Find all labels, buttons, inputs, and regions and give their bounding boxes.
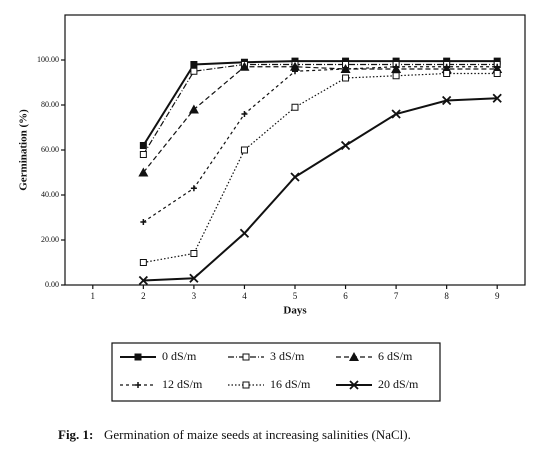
data-point [139, 142, 147, 149]
data-point [239, 228, 250, 238]
data-point [189, 273, 199, 283]
data-point [492, 93, 502, 103]
x-tick-label: 6 [343, 291, 348, 301]
data-point [190, 250, 198, 257]
plot-frame [64, 14, 526, 286]
data-point [494, 63, 501, 70]
caption-label: Fig. 1: [58, 427, 93, 442]
series-line [142, 63, 498, 155]
data-point [240, 146, 248, 154]
legend-box [111, 342, 441, 402]
series-line [143, 72, 498, 264]
data-point [443, 63, 450, 70]
data-point [140, 219, 147, 225]
data-point [290, 172, 300, 182]
y-tick-label: 40.00 [41, 190, 59, 199]
y-tick-label: 20.00 [41, 235, 59, 244]
x-tick-label: 9 [495, 291, 500, 301]
legend-label: 6 dS/m [378, 349, 413, 363]
x-tick-label: 3 [192, 291, 197, 301]
data-point [138, 275, 148, 286]
data-point [190, 61, 198, 68]
y-tick-label: 80.00 [41, 100, 59, 109]
series-line [143, 66, 498, 223]
data-point [342, 74, 350, 82]
data-point [393, 63, 400, 70]
legend-label: 20 dS/m [378, 377, 419, 391]
legend-marker [135, 382, 141, 388]
x-tick-label: 4 [242, 291, 247, 301]
data-point [138, 167, 149, 177]
data-point [241, 111, 248, 117]
series-line [142, 60, 498, 147]
data-point [239, 61, 250, 71]
data-point [190, 185, 197, 192]
series-line [143, 97, 498, 282]
x-tick-label: 1 [91, 291, 96, 301]
y-tick-label: 0.00 [45, 280, 59, 289]
y-tick-label: 60.00 [41, 145, 59, 154]
legend-marker [349, 352, 359, 361]
caption: Germination of maize seeds at increasing… [104, 427, 411, 442]
data-point [291, 103, 299, 111]
legend-label: 16 dS/m [270, 377, 311, 391]
x-tick-label: 5 [293, 291, 298, 301]
data-point [139, 259, 147, 266]
x-tick-label: 8 [444, 291, 449, 301]
legend-marker [242, 353, 250, 361]
y-tick-label: 100.00 [37, 55, 59, 64]
x-tick-label: 2 [141, 291, 146, 301]
series-line [142, 66, 498, 173]
legend-label: 0 dS/m [162, 349, 197, 363]
legend-marker [134, 353, 142, 361]
data-point [190, 67, 198, 75]
x-tick-label: 7 [394, 291, 399, 301]
data-point [292, 68, 298, 75]
legend-label: 12 dS/m [162, 377, 203, 391]
data-point [340, 140, 351, 151]
data-point [290, 61, 300, 71]
data-point [392, 72, 400, 80]
y-axis-label: Germination (%) [18, 109, 30, 191]
data-point [391, 109, 401, 119]
data-point [342, 66, 349, 72]
data-point [139, 151, 147, 158]
legend-label: 3 dS/m [270, 349, 305, 363]
legend-marker [242, 381, 250, 389]
data-point [443, 70, 451, 77]
legend-marker [349, 380, 359, 390]
data-point [442, 95, 452, 106]
data-point [493, 70, 501, 77]
data-point [188, 104, 199, 114]
x-axis-label: Days [283, 305, 307, 317]
